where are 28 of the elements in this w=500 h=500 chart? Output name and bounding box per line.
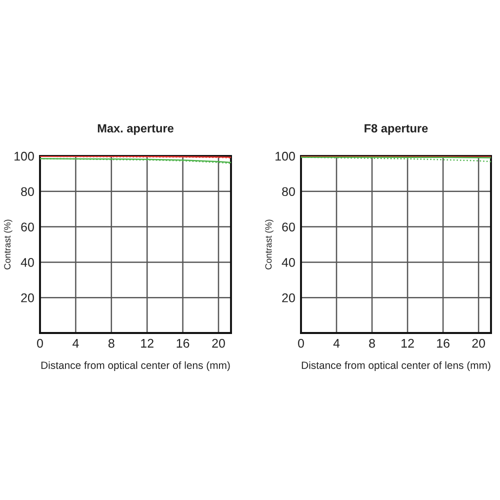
x-tick-label: 0 bbox=[37, 338, 43, 348]
x-tick-label: 12 bbox=[141, 338, 154, 348]
x-tick-label: 0 bbox=[298, 338, 304, 348]
y-tick-label: 100 bbox=[276, 152, 295, 161]
x-tick-label: 4 bbox=[72, 339, 79, 348]
y-axis-title: Contrast (%) bbox=[4, 220, 12, 270]
y-tick-label: 20 bbox=[282, 293, 295, 302]
y-tick-label: 60 bbox=[21, 222, 34, 232]
y-tick-label: 80 bbox=[21, 187, 34, 196]
x-tick-label: 20 bbox=[472, 338, 486, 348]
x-tick-label: 16 bbox=[176, 338, 190, 348]
chart-title: Max. aperture bbox=[98, 124, 174, 135]
y-tick-label: 80 bbox=[282, 187, 295, 196]
y-tick-label: 100 bbox=[14, 152, 34, 161]
x-tick-label: 12 bbox=[402, 338, 414, 348]
x-tick-label: 8 bbox=[108, 338, 114, 348]
y-axis-title: Contrast (%) bbox=[265, 220, 274, 270]
y-tick-label: 40 bbox=[20, 258, 34, 267]
chart-title: F8 aperture bbox=[364, 124, 428, 135]
y-tick-label: 20 bbox=[21, 293, 34, 302]
x-tick-label: 8 bbox=[369, 338, 375, 348]
y-tick-label: 60 bbox=[282, 222, 295, 232]
y-tick-label: 40 bbox=[282, 258, 295, 267]
x-tick-label: 16 bbox=[437, 338, 450, 348]
x-axis-title: Distance from optical center of lens (mm) bbox=[41, 361, 230, 372]
x-axis-title: Distance from optical center of lens (mm) bbox=[302, 361, 490, 372]
x-tick-label: 4 bbox=[333, 339, 340, 348]
x-tick-label: 20 bbox=[212, 338, 225, 348]
